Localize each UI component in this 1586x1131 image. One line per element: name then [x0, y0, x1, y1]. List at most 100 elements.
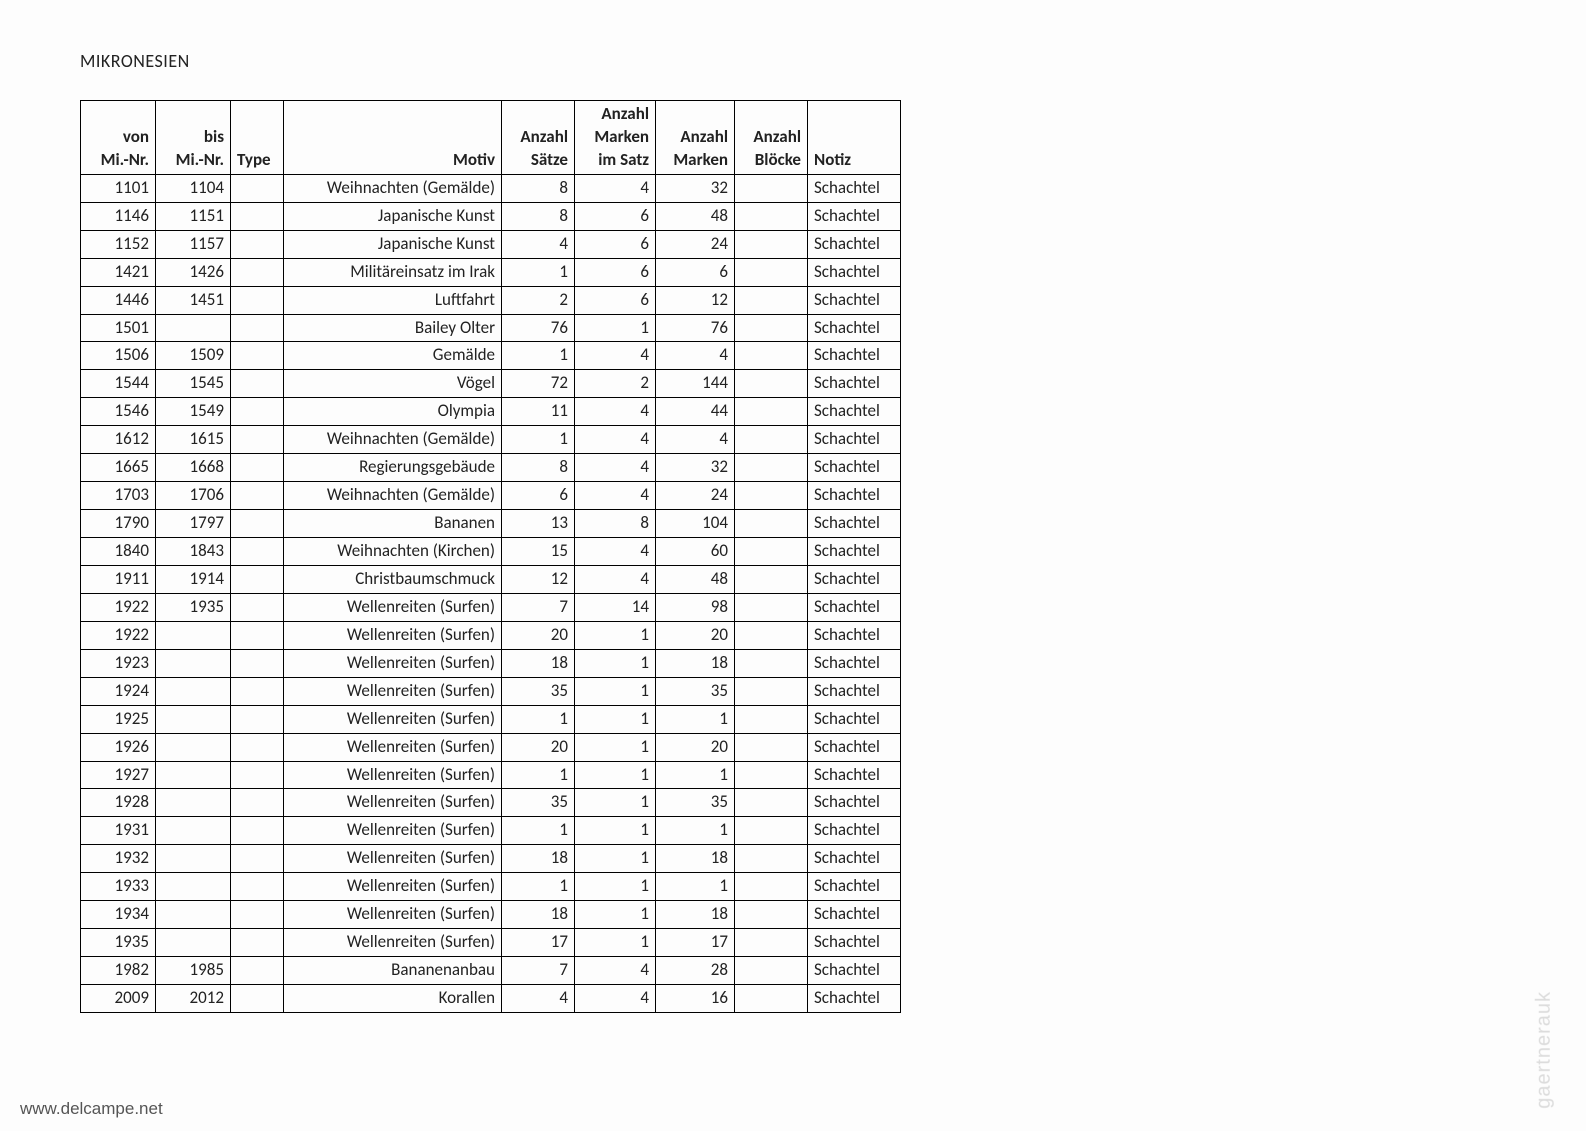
- cell-bloecke: [735, 258, 808, 286]
- cell-bloecke: [735, 593, 808, 621]
- cell-bis: 1935: [156, 593, 231, 621]
- cell-saetze: 20: [502, 621, 575, 649]
- cell-imsatz: 1: [575, 817, 656, 845]
- cell-imsatz: 4: [575, 565, 656, 593]
- cell-notiz: Schachtel: [808, 621, 901, 649]
- cell-notiz: Schachtel: [808, 593, 901, 621]
- table-row: 1928Wellenreiten (Surfen)35135Schachtel: [81, 789, 901, 817]
- cell-imsatz: 4: [575, 174, 656, 202]
- cell-motiv: Wellenreiten (Surfen): [284, 593, 502, 621]
- cell-saetze: 35: [502, 789, 575, 817]
- cell-notiz: Schachtel: [808, 873, 901, 901]
- cell-bloecke: [735, 761, 808, 789]
- cell-motiv: Japanische Kunst: [284, 230, 502, 258]
- cell-von: 1933: [81, 873, 156, 901]
- cell-marken: 44: [656, 398, 735, 426]
- cell-type: [231, 957, 284, 985]
- cell-bloecke: [735, 398, 808, 426]
- cell-imsatz: 4: [575, 482, 656, 510]
- col-header-motiv: Motiv: [284, 101, 502, 175]
- cell-bloecke: [735, 482, 808, 510]
- cell-von: 1923: [81, 649, 156, 677]
- cell-marken: 12: [656, 286, 735, 314]
- cell-von: 1932: [81, 845, 156, 873]
- cell-marken: 98: [656, 593, 735, 621]
- cell-von: 1934: [81, 901, 156, 929]
- cell-marken: 48: [656, 202, 735, 230]
- cell-von: 1925: [81, 705, 156, 733]
- cell-marken: 24: [656, 482, 735, 510]
- cell-saetze: 7: [502, 957, 575, 985]
- cell-saetze: 18: [502, 845, 575, 873]
- cell-bloecke: [735, 370, 808, 398]
- cell-bis: [156, 677, 231, 705]
- cell-saetze: 20: [502, 733, 575, 761]
- cell-motiv: Regierungsgebäude: [284, 454, 502, 482]
- cell-von: 1840: [81, 538, 156, 566]
- cell-saetze: 8: [502, 174, 575, 202]
- cell-notiz: Schachtel: [808, 733, 901, 761]
- cell-notiz: Schachtel: [808, 286, 901, 314]
- cell-saetze: 17: [502, 929, 575, 957]
- col-header-type: Type: [231, 101, 284, 175]
- cell-notiz: Schachtel: [808, 174, 901, 202]
- cell-bis: 1509: [156, 342, 231, 370]
- cell-type: [231, 565, 284, 593]
- cell-motiv: Weihnachten (Kirchen): [284, 538, 502, 566]
- cell-marken: 4: [656, 342, 735, 370]
- cell-bis: 1549: [156, 398, 231, 426]
- cell-von: 1665: [81, 454, 156, 482]
- cell-von: 1152: [81, 230, 156, 258]
- table-row: 20092012Korallen4416Schachtel: [81, 985, 901, 1013]
- table-row: 1924Wellenreiten (Surfen)35135Schachtel: [81, 677, 901, 705]
- table-row: 1931Wellenreiten (Surfen)111Schachtel: [81, 817, 901, 845]
- cell-von: 1922: [81, 621, 156, 649]
- cell-notiz: Schachtel: [808, 398, 901, 426]
- cell-motiv: Vögel: [284, 370, 502, 398]
- table-row: 1927Wellenreiten (Surfen)111Schachtel: [81, 761, 901, 789]
- cell-bloecke: [735, 901, 808, 929]
- table-row: 1925Wellenreiten (Surfen)111Schachtel: [81, 705, 901, 733]
- table-row: 19221935Wellenreiten (Surfen)71498Schach…: [81, 593, 901, 621]
- cell-bloecke: [735, 789, 808, 817]
- cell-bloecke: [735, 957, 808, 985]
- cell-bloecke: [735, 538, 808, 566]
- cell-bloecke: [735, 929, 808, 957]
- cell-bloecke: [735, 873, 808, 901]
- cell-bloecke: [735, 845, 808, 873]
- cell-marken: 32: [656, 174, 735, 202]
- cell-bloecke: [735, 230, 808, 258]
- cell-bis: 1451: [156, 286, 231, 314]
- cell-von: 1931: [81, 817, 156, 845]
- cell-bis: [156, 705, 231, 733]
- cell-saetze: 8: [502, 202, 575, 230]
- cell-bis: [156, 733, 231, 761]
- cell-imsatz: 1: [575, 705, 656, 733]
- cell-bis: 1545: [156, 370, 231, 398]
- cell-marken: 35: [656, 789, 735, 817]
- cell-saetze: 11: [502, 398, 575, 426]
- cell-notiz: Schachtel: [808, 929, 901, 957]
- cell-imsatz: 1: [575, 873, 656, 901]
- cell-saetze: 76: [502, 314, 575, 342]
- col-header-von: vonMi.-Nr.: [81, 101, 156, 175]
- cell-bis: [156, 314, 231, 342]
- cell-saetze: 8: [502, 454, 575, 482]
- cell-type: [231, 677, 284, 705]
- cell-imsatz: 4: [575, 426, 656, 454]
- cell-marken: 4: [656, 426, 735, 454]
- cell-notiz: Schachtel: [808, 454, 901, 482]
- col-header-marken: AnzahlMarken: [656, 101, 735, 175]
- cell-notiz: Schachtel: [808, 538, 901, 566]
- cell-saetze: 13: [502, 510, 575, 538]
- cell-marken: 1: [656, 761, 735, 789]
- cell-motiv: Wellenreiten (Surfen): [284, 929, 502, 957]
- cell-motiv: Wellenreiten (Surfen): [284, 873, 502, 901]
- cell-type: [231, 454, 284, 482]
- cell-type: [231, 174, 284, 202]
- cell-saetze: 15: [502, 538, 575, 566]
- cell-notiz: Schachtel: [808, 482, 901, 510]
- cell-bis: 1706: [156, 482, 231, 510]
- cell-motiv: Wellenreiten (Surfen): [284, 845, 502, 873]
- cell-notiz: Schachtel: [808, 957, 901, 985]
